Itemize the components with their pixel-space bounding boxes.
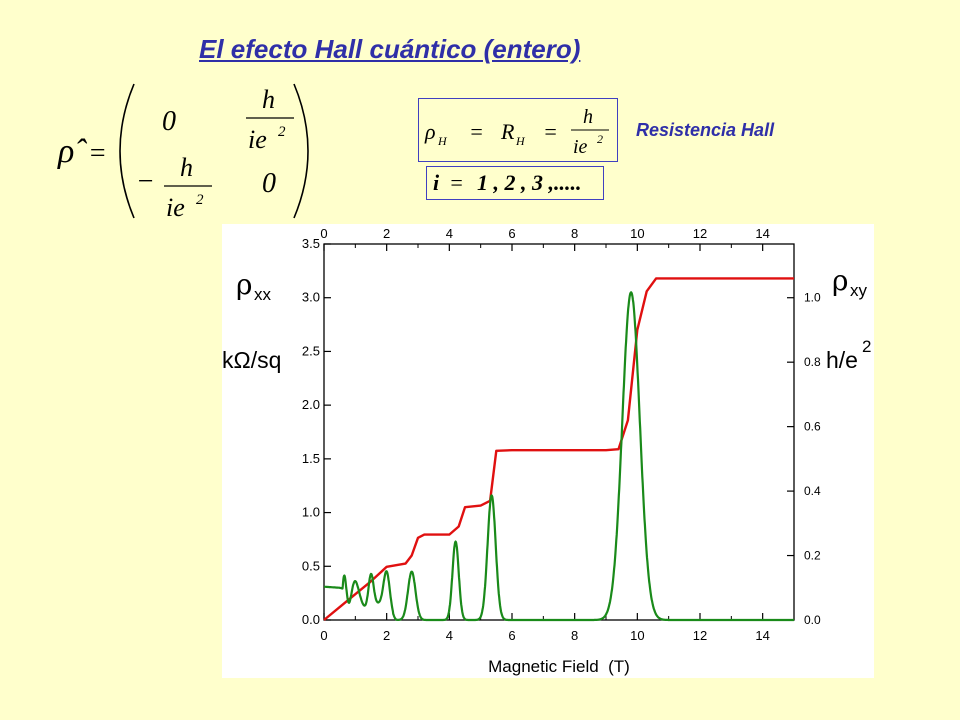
rho-xy-label: ρ xyxy=(832,264,848,297)
x-tick-label-bottom: 10 xyxy=(630,628,644,643)
right-y-tick-label: 0.6 xyxy=(804,420,821,434)
hall-resistance-label: Resistencia Hall xyxy=(636,120,775,140)
resistivity-matrix-formula: ρ̂ = 0 h ie 2 − h ie 2 0 xyxy=(57,83,309,222)
right-y-tick-label: 0.8 xyxy=(804,355,821,369)
right-axis-unit: h/e xyxy=(826,347,858,373)
x-tick-label-bottom: 14 xyxy=(755,628,769,643)
index-values: 1 , 2 , 3 ,..... xyxy=(477,170,582,195)
index-formula: i = 1 , 2 , 3 ,..... xyxy=(426,166,604,200)
matrix-entry-01-exponent: 2 xyxy=(278,124,286,140)
x-axis-label: Magnetic Field (T) xyxy=(488,657,630,676)
matrix-entry-11: 0 xyxy=(262,168,276,199)
x-tick-label-bottom: 12 xyxy=(693,628,707,643)
hall-equals-1: = xyxy=(469,119,484,144)
index-variable: i xyxy=(433,170,440,195)
left-axis-unit: kΩ/sq xyxy=(222,347,281,373)
x-tick-label-top: 2 xyxy=(383,226,390,241)
x-tick-label-bottom: 6 xyxy=(508,628,515,643)
x-tick-label-top: 12 xyxy=(693,226,707,241)
matrix-entry-00: 0 xyxy=(162,106,176,137)
x-tick-label-top: 6 xyxy=(508,226,515,241)
right-y-tick-label: 0.0 xyxy=(804,613,821,627)
left-y-tick-label: 1.5 xyxy=(302,451,320,466)
matrix-entry-10-exponent: 2 xyxy=(196,192,204,208)
rho-hat-symbol: ρ̂ xyxy=(57,133,87,170)
rho-xx-series-line xyxy=(323,291,795,622)
x-tick-label-bottom: 2 xyxy=(383,628,390,643)
hall-exponent: 2 xyxy=(597,132,603,146)
rho-xx-label: ρ xyxy=(236,268,252,301)
x-tick-label-bottom: 4 xyxy=(446,628,453,643)
left-y-tick-label: 0.5 xyxy=(302,558,320,573)
left-y-tick-label: 2.0 xyxy=(302,397,320,412)
rho-xx-subscript: xx xyxy=(254,285,272,304)
matrix-entry-01-numerator: h xyxy=(262,85,275,114)
page-title: El efecto Hall cuántico (entero) xyxy=(199,34,581,64)
left-y-tick-label: 3.5 xyxy=(302,236,320,251)
series-layer xyxy=(323,277,795,622)
x-tick-label-top: 8 xyxy=(571,226,578,241)
index-equals: = xyxy=(449,170,464,195)
axes-layer: 0 0 2 2 4 4 6 6 8 8 10 10 12 12 14 14 0.0 0.5 1.0 1.5 2.0 2.5… xyxy=(302,226,821,643)
hall-numerator: h xyxy=(583,106,593,128)
matrix-entry-10-denominator: ie xyxy=(166,193,185,222)
matrix-entry-01-denominator: ie xyxy=(248,125,267,154)
rho-xy-subscript: xy xyxy=(850,281,868,300)
right-y-tick-label: 1.0 xyxy=(804,291,821,305)
hall-equals-2: = xyxy=(543,119,558,144)
x-tick-label-top: 14 xyxy=(755,226,769,241)
left-y-tick-label: 3.0 xyxy=(302,290,320,305)
rho-h-subscript: H xyxy=(437,134,448,148)
matrix-entry-10-numerator: h xyxy=(180,153,193,182)
right-axis-unit-exponent: 2 xyxy=(862,337,871,356)
r-h-symbol: R xyxy=(500,119,515,144)
left-paren xyxy=(119,83,135,219)
rho-h-symbol: ρ xyxy=(424,119,436,144)
x-tick-label-bottom: 8 xyxy=(571,628,578,643)
hall-denominator: ie xyxy=(573,136,588,158)
matrix-minus-sign: − xyxy=(136,166,155,197)
right-y-tick-label: 0.2 xyxy=(804,549,821,563)
quantum-hall-chart: 0 0 2 2 4 4 6 6 8 8 10 10 12 12 14 14 0.0 0.5 1.0 1.5 2.0 2.5… xyxy=(222,224,874,678)
x-tick-label-top: 10 xyxy=(630,226,644,241)
right-y-tick-label: 0.4 xyxy=(804,484,821,498)
left-y-tick-label: 0.0 xyxy=(302,612,320,627)
right-paren xyxy=(293,83,309,219)
hall-resistance-formula: ρ H = R H = h ie 2 xyxy=(418,98,618,162)
x-tick-label-top: 4 xyxy=(446,226,453,241)
left-y-tick-label: 1.0 xyxy=(302,505,320,520)
left-y-tick-label: 2.5 xyxy=(302,343,320,358)
r-h-subscript: H xyxy=(515,134,526,148)
x-tick-label-bottom: 0 xyxy=(320,628,327,643)
matrix-equals: = xyxy=(88,138,107,169)
x-tick-label-top: 0 xyxy=(320,226,327,241)
